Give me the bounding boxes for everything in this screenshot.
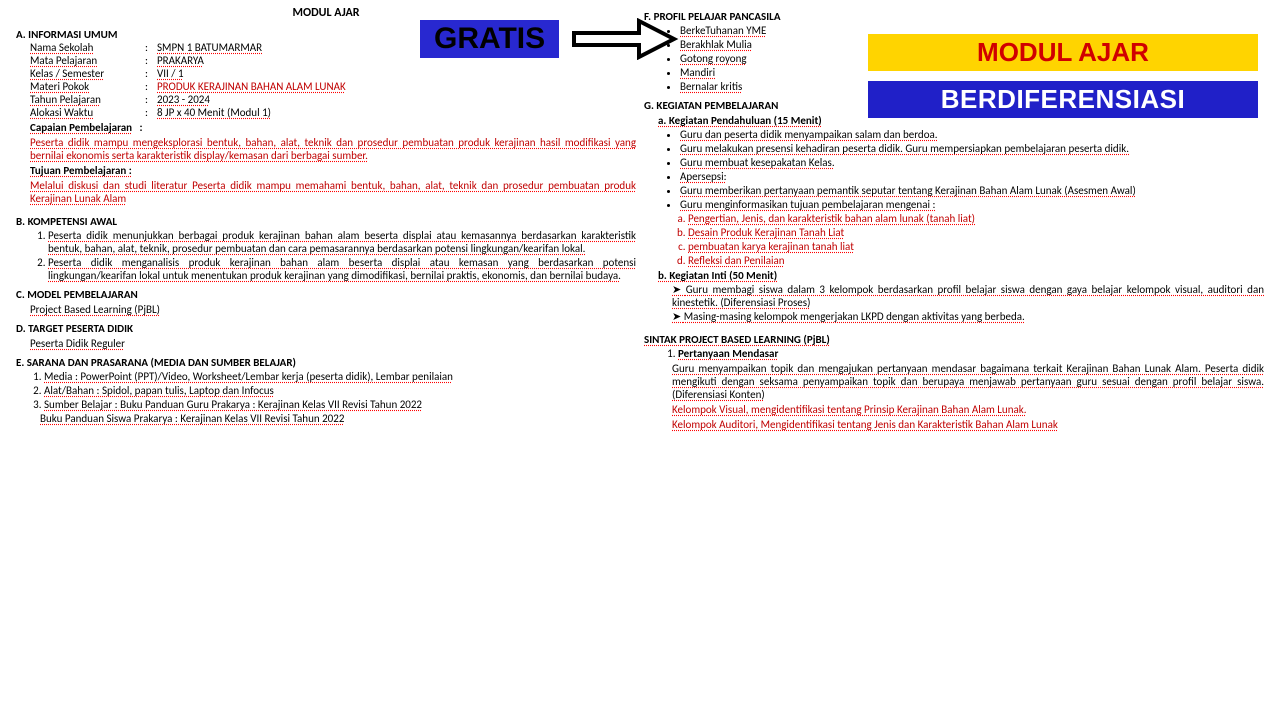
sintak-body: Guru menyampaikan topik dan mengajukan p… xyxy=(644,362,1264,401)
section-f-head: F. PROFIL PELAJAR PANCASILA xyxy=(644,10,1264,23)
section-b-head: B. KOMPETENSI AWAL xyxy=(16,215,636,228)
list-item: Guru melakukan presensi kehadiran pesert… xyxy=(680,142,1264,155)
sintak-head: SINTAK PROJECT BASED LEARNING (PjBL) xyxy=(644,333,1264,346)
section-c-head: C. MODEL PEMBELAJARAN xyxy=(16,288,636,301)
list-item: Alat/Bahan : Spidol, papan tulis, Laptop… xyxy=(44,384,636,397)
sub-a-head: a. Kegiatan Pendahuluan (15 Menit) xyxy=(658,114,822,127)
list-item: Peserta didik menganalisis produk keraji… xyxy=(48,256,636,282)
info-row: Kelas / Semester: VII / 1 xyxy=(16,67,636,80)
info-row: Alokasi Waktu: 8 JP x 40 Menit (Modul 1) xyxy=(16,106,636,119)
sub-b-head: b. Kegiatan Inti (50 Menit) xyxy=(658,269,777,282)
list-item: Guru memberikan pertanyaan pemantik sepu… xyxy=(680,184,1264,197)
list-item: Buku Panduan Siswa Prakarya : Kerajinan … xyxy=(40,412,636,425)
list-item: Apersepsi: xyxy=(680,170,1264,183)
kelompok-visual: Kelompok Visual, mengidentifikasi tentan… xyxy=(644,403,1264,416)
gratis-banner: GRATIS xyxy=(420,18,679,60)
badge-modul-ajar: MODUL AJAR xyxy=(868,34,1258,71)
sintak-item: Pertanyaan Mendasar xyxy=(678,347,1264,360)
title-badges: MODUL AJAR BERDIFERENSIASI xyxy=(868,34,1258,118)
list-item: Guru membagi siswa dalam 3 kelompok berd… xyxy=(672,283,1264,309)
list-item: Refleksi dan Penilaian xyxy=(688,254,1264,267)
list-item: Masing-masing kelompok mengerjakan LKPD … xyxy=(672,310,1264,323)
kelompok-auditori: Kelompok Auditori, Mengidentifikasi tent… xyxy=(644,418,1264,431)
capaian-body: Peserta didik mampu mengeksplorasi bentu… xyxy=(16,136,636,162)
section-e-head: E. SARANA DAN PRASARANA (MEDIA DAN SUMBE… xyxy=(16,356,636,369)
section-d-head: D. TARGET PESERTA DIDIK xyxy=(16,322,636,335)
list-item: Guru membuat kesepakatan Kelas. xyxy=(680,156,1264,169)
list-item: Sumber Belajar : Buku Panduan Guru Praka… xyxy=(44,398,636,411)
section-d-body: Peserta Didik Reguler xyxy=(16,337,636,350)
arrow-icon xyxy=(569,18,679,60)
list-item: Peserta didik menunjukkan berbagai produ… xyxy=(48,229,636,255)
list-item: Desain Produk Kerajinan Tanah Liat xyxy=(688,226,1264,239)
capaian-head: Capaian Pembelajaran xyxy=(30,121,132,134)
gratis-label: GRATIS xyxy=(420,20,559,58)
badge-berdiferensiasi: BERDIFERENSIASI xyxy=(868,81,1258,118)
left-column: MODUL AJAR A. INFORMASI UMUM Nama Sekola… xyxy=(16,4,636,431)
list-item: Media : PowerPoint (PPT)/Video, Workshee… xyxy=(44,370,636,383)
tujuan-body: Melalui diskusi dan studi literatur Pese… xyxy=(16,179,636,205)
info-row: Materi Pokok: PRODUK KERAJINAN BAHAN ALA… xyxy=(16,80,636,93)
list-item: Pengertian, Jenis, dan karakteristik bah… xyxy=(688,212,1264,225)
tujuan-head: Tujuan Pembelajaran : xyxy=(30,164,132,177)
list-item: Guru menginformasikan tujuan pembelajara… xyxy=(680,198,1264,211)
section-c-body: Project Based Learning (PjBL) xyxy=(16,303,636,316)
info-row: Tahun Pelajaran: 2023 - 2024 xyxy=(16,93,636,106)
list-item: Guru dan peserta didik menyampaikan sala… xyxy=(680,128,1264,141)
list-item: pembuatan karya kerajinan tanah liat xyxy=(688,240,1264,253)
